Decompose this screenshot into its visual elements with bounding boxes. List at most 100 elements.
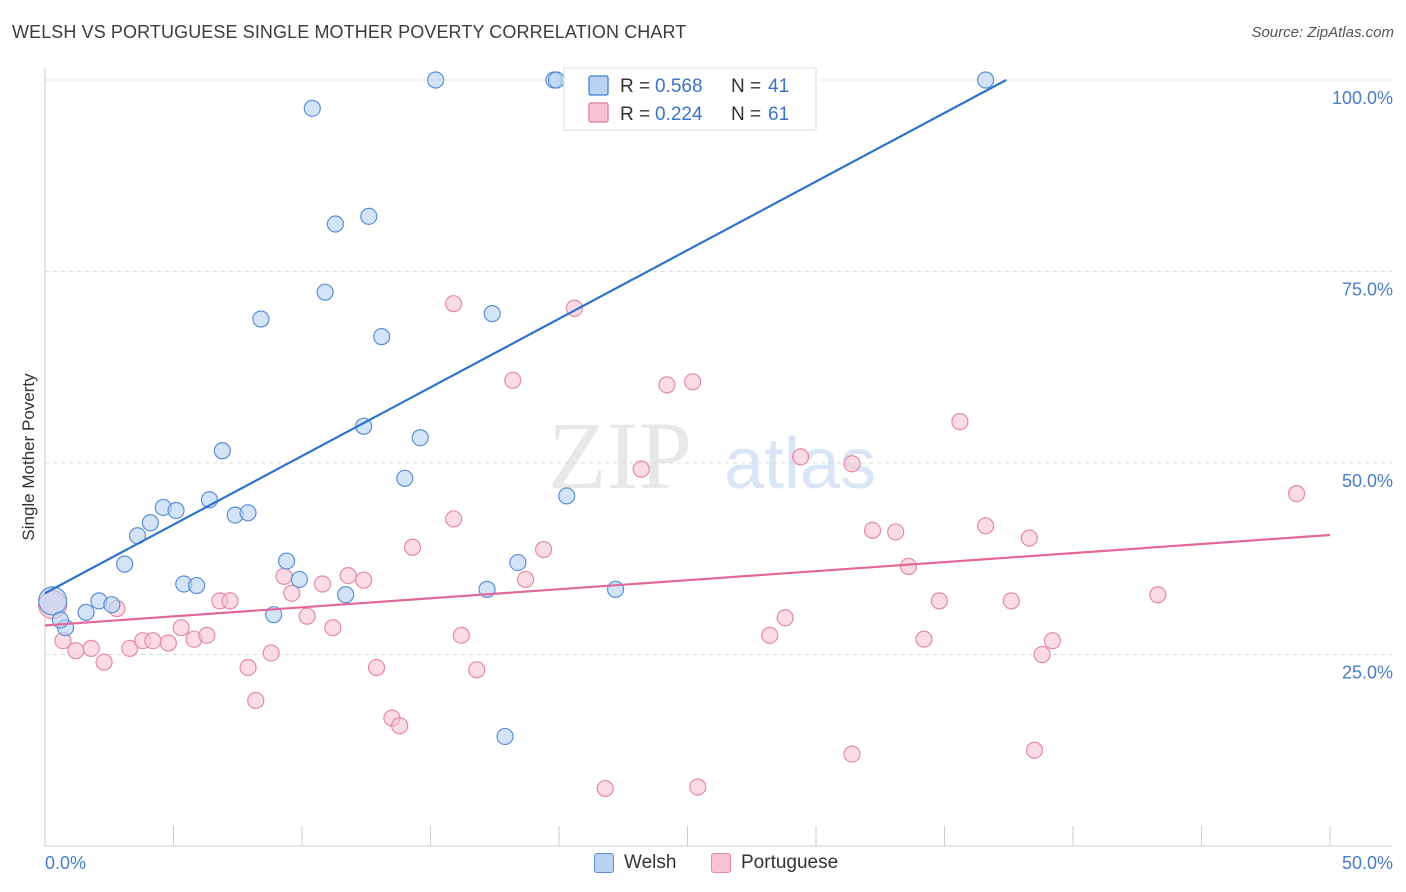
welsh-points <box>38 71 995 746</box>
welsh-point <box>977 71 995 89</box>
portuguese-point <box>121 639 139 657</box>
gridlines <box>45 79 1392 655</box>
portuguese-point <box>221 592 239 610</box>
portuguese-point <box>452 626 470 644</box>
portuguese-point <box>445 295 463 313</box>
welsh-point <box>116 555 134 573</box>
welsh-point <box>290 570 309 589</box>
portuguese-point <box>776 609 794 627</box>
portuguese-point <box>658 376 676 394</box>
legend-swatch-portuguese-bottom <box>711 853 731 873</box>
welsh-point <box>167 501 185 520</box>
welsh-point <box>77 603 95 621</box>
portuguese-point <box>95 653 113 671</box>
legend-r-label-portuguese: R = <box>620 104 650 125</box>
welsh-point <box>427 71 445 89</box>
portuguese-point <box>324 619 342 637</box>
portuguese-point <box>468 661 486 679</box>
welsh-point <box>239 504 257 522</box>
portuguese-point <box>275 567 293 585</box>
y-tick-label: 25.0% <box>1342 663 1393 683</box>
portuguese-point <box>930 592 948 610</box>
welsh-point <box>103 596 121 614</box>
portuguese-point <box>977 517 995 535</box>
portuguese-point <box>355 571 373 589</box>
welsh-point <box>558 487 576 505</box>
portuguese-point <box>367 658 386 677</box>
portuguese-point <box>1043 632 1062 650</box>
portuguese-point <box>298 607 316 625</box>
x-tick-label: 0.0% <box>45 853 86 873</box>
portuguese-point <box>843 745 861 763</box>
portuguese-point <box>534 540 553 559</box>
x-tick-label: 50.0% <box>1342 853 1393 873</box>
y-tick-label: 100.0% <box>1332 88 1393 108</box>
portuguese-point <box>1287 485 1306 503</box>
portuguese-point <box>239 658 257 677</box>
portuguese-point <box>684 373 702 391</box>
portuguese-point <box>863 521 882 540</box>
legend-n-label-welsh: N = <box>731 76 761 97</box>
welsh-point <box>547 71 566 89</box>
welsh-point <box>509 553 527 572</box>
legend-r-value-welsh: 0.568 <box>655 76 703 97</box>
portuguese-point <box>1002 592 1020 610</box>
zipatlas-watermark: ZIP atlas <box>548 402 876 509</box>
welsh-point <box>141 514 159 532</box>
portuguese-point <box>403 538 422 556</box>
welsh-point <box>396 469 414 487</box>
welsh-point <box>213 442 231 460</box>
portuguese-point <box>516 570 535 589</box>
portuguese-point <box>391 717 409 735</box>
welsh-point <box>496 727 514 746</box>
welsh-point <box>252 310 270 328</box>
legend-n-value-portuguese: 61 <box>768 104 789 125</box>
portuguese-point <box>1020 529 1038 547</box>
y-axis-label: Single Mother Poverty <box>19 373 38 541</box>
welsh-point <box>411 429 429 447</box>
welsh-point <box>337 586 355 604</box>
legend-swatch-welsh-bottom <box>594 853 614 873</box>
portuguese-point <box>313 575 332 593</box>
portuguese-point <box>843 455 861 473</box>
portuguese-point <box>1149 586 1167 604</box>
portuguese-point <box>339 567 357 585</box>
portuguese-point <box>951 413 969 431</box>
portuguese-point <box>596 779 614 798</box>
welsh-trend-line <box>44 79 1007 595</box>
portuguese-point <box>632 460 650 478</box>
portuguese-point <box>82 639 100 657</box>
portuguese-point <box>283 584 301 602</box>
portuguese-points <box>38 295 1306 798</box>
welsh-point <box>188 576 206 595</box>
portuguese-point <box>144 632 162 650</box>
portuguese-point <box>172 619 190 637</box>
portuguese-trend-line <box>44 533 1331 627</box>
correlation-legend: R = 0.568 N = 41 R = 0.224 N = 61 <box>563 67 817 131</box>
portuguese-point <box>247 691 265 710</box>
portuguese-point <box>1033 645 1051 664</box>
chart-title: WELSH VS PORTUGUESE SINGLE MOTHER POVERT… <box>12 22 687 42</box>
welsh-point <box>483 305 501 323</box>
portuguese-point <box>761 626 779 644</box>
portuguese-point <box>262 644 280 662</box>
portuguese-point <box>159 634 177 652</box>
axes <box>44 68 1392 847</box>
portuguese-point <box>67 642 85 660</box>
y-tick-label: 50.0% <box>1342 471 1393 491</box>
legend-n-value-welsh: 41 <box>768 76 789 97</box>
portuguese-point <box>689 778 707 796</box>
series-legend: Welsh Portuguese <box>0 852 1406 878</box>
legend-swatch-portuguese <box>588 102 609 123</box>
portuguese-point <box>887 523 905 541</box>
portuguese-point <box>791 448 810 466</box>
portuguese-point <box>1025 741 1044 759</box>
welsh-point <box>360 207 378 225</box>
legend-r-label-welsh: R = <box>620 76 650 97</box>
welsh-point <box>326 215 345 233</box>
legend-item-portuguese: Portuguese <box>711 852 838 874</box>
welsh-point <box>277 552 296 570</box>
tick-labels: 25.0% 50.0% 75.0% 100.0% 0.0% 50.0% <box>45 88 1393 873</box>
y-tick-label: 75.0% <box>1342 280 1393 300</box>
